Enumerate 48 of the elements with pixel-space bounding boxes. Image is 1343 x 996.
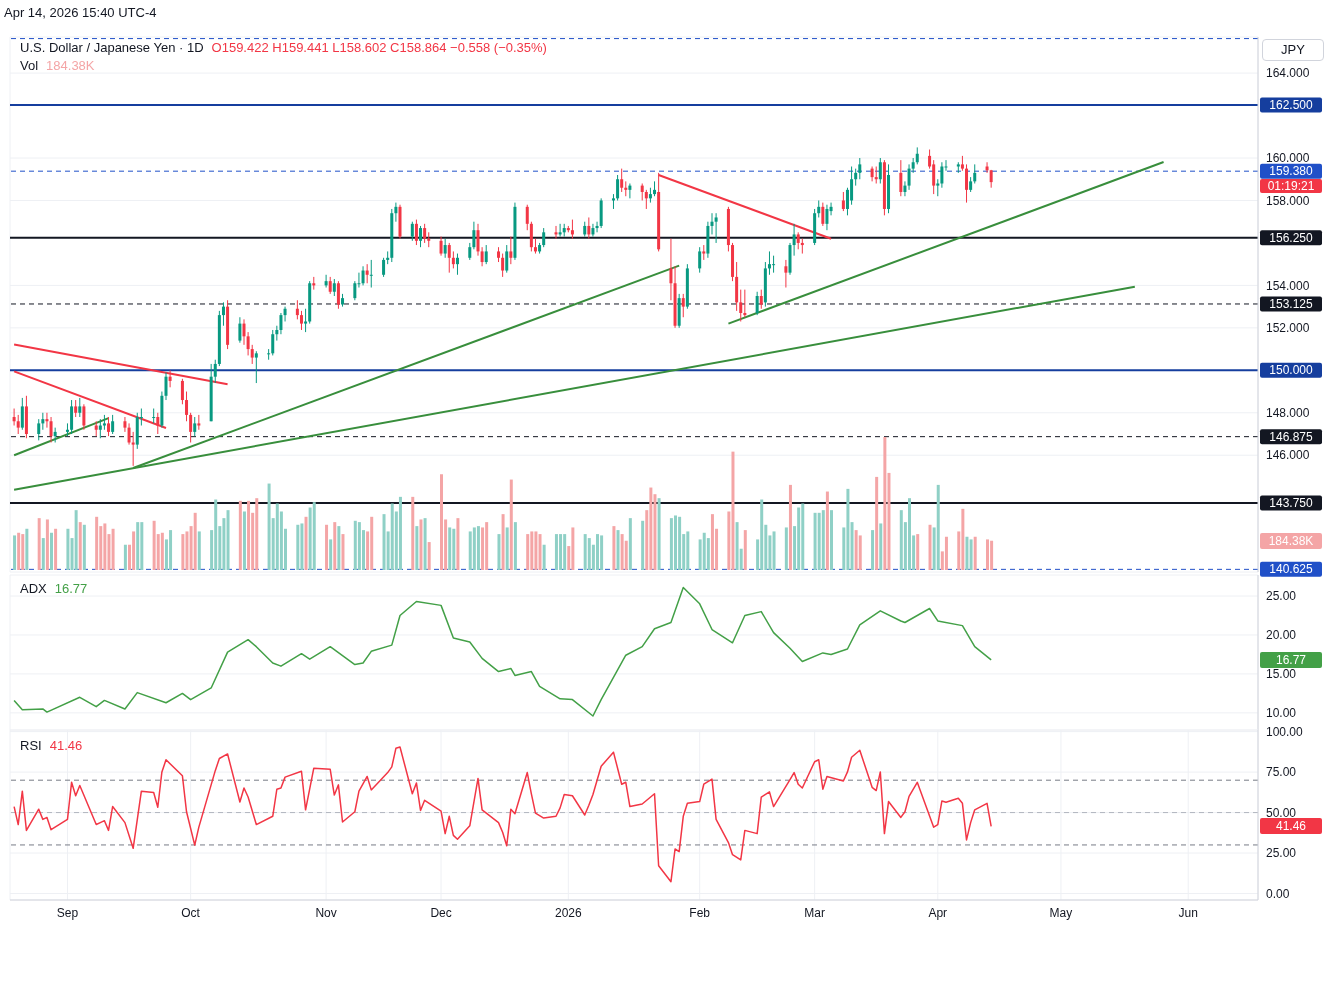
x-tick-label: Nov xyxy=(315,905,337,920)
text: Apr 14, 2026 15:40 UTC-4 xyxy=(4,5,157,20)
text: 41.46 xyxy=(1275,819,1307,834)
y-tick-label: 158.000 xyxy=(1266,193,1310,208)
x-tick-label: 2026 xyxy=(554,905,582,920)
y-tick-label: 154.000 xyxy=(1266,278,1310,293)
x-tick-label: Mar xyxy=(804,905,825,920)
y-tick-label: 50.00 xyxy=(1266,805,1297,820)
y-tick-label: 25.00 xyxy=(1266,846,1297,861)
x-tick-label: May xyxy=(1049,905,1073,920)
ref-line-label: 146.875 xyxy=(1269,429,1314,444)
text: 184.38K xyxy=(1260,532,1322,549)
y-tick-label: 146.000 xyxy=(1266,448,1310,463)
annotation: 41.46 xyxy=(49,738,83,753)
text: JPY xyxy=(1262,39,1324,61)
ref-line-label: 140.625 xyxy=(1269,562,1314,577)
chart-subtitle: O159.422 H159.441 L158.602 C158.864 −0.558 (−0.35%) xyxy=(211,40,547,55)
ref-line-label: 162.500 xyxy=(1269,97,1314,112)
x-tick-label: Apr xyxy=(928,905,948,920)
x-tick-label: Oct xyxy=(181,905,201,920)
chart-title: U.S. Dollar / Japanese Yen · 1D xyxy=(20,40,204,55)
chart-title: Vol xyxy=(20,58,39,73)
ref-line-label: 159.380 xyxy=(1269,164,1314,179)
x-tick-label: Sep xyxy=(56,905,79,920)
ref-line-label: 153.125 xyxy=(1269,296,1314,311)
y-tick-label: 10.00 xyxy=(1266,706,1297,721)
y-tick-label: 0.00 xyxy=(1266,886,1290,901)
text: ADX xyxy=(20,581,47,596)
y-tick-label: 15.00 xyxy=(1266,667,1297,682)
y-tick-label: 164.000 xyxy=(1266,66,1310,81)
y-tick-label: 20.00 xyxy=(1266,628,1297,643)
text: 16.77 xyxy=(1275,652,1307,667)
text: 01:19:21 xyxy=(1260,179,1322,194)
y-tick-label: 148.000 xyxy=(1266,406,1310,421)
y-tick-label: 100.00 xyxy=(1266,724,1304,739)
ref-line-label: 156.250 xyxy=(1269,230,1314,245)
text: RSI xyxy=(20,738,42,753)
y-tick-label: 160.000 xyxy=(1266,151,1310,166)
text: 184.38K xyxy=(46,58,95,73)
ref-line-label: 150.000 xyxy=(1269,363,1314,378)
y-tick-label: 75.00 xyxy=(1266,765,1297,780)
ref-line-label: 143.750 xyxy=(1269,496,1314,510)
y-tick-label: 152.000 xyxy=(1266,321,1310,336)
x-tick-label: Jun xyxy=(1178,905,1198,920)
annotation: 16.77 xyxy=(54,581,88,596)
y-tick-label: 25.00 xyxy=(1266,589,1297,604)
x-tick-label: Dec xyxy=(430,905,452,920)
x-tick-label: Feb xyxy=(689,905,711,920)
